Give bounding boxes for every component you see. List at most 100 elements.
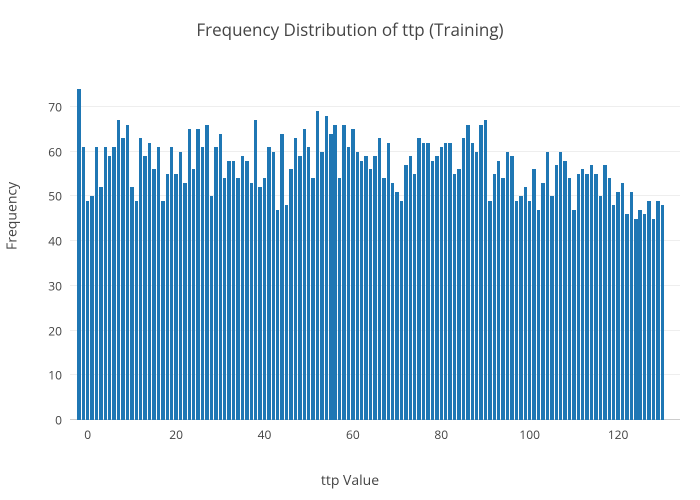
histogram-bar	[112, 147, 115, 420]
histogram-bar	[422, 143, 425, 420]
histogram-bar	[590, 165, 593, 420]
histogram-bar	[108, 156, 111, 420]
histogram-bar	[391, 183, 394, 420]
histogram-bar	[559, 152, 562, 420]
histogram-bar	[360, 161, 363, 420]
histogram-bar	[471, 143, 474, 420]
histogram-bar	[475, 152, 478, 420]
x-axis-label: ttp Value	[0, 471, 700, 490]
histogram-bar	[603, 165, 606, 420]
histogram-bar	[214, 147, 217, 420]
histogram-bar	[638, 210, 641, 420]
histogram-bar	[378, 138, 381, 420]
x-tick-label: 80	[434, 420, 448, 443]
histogram-bar	[245, 161, 248, 420]
histogram-bar	[104, 147, 107, 420]
histogram-bar	[179, 152, 182, 420]
histogram-bar	[280, 134, 283, 420]
histogram-bar	[205, 125, 208, 420]
y-tick-label: 30	[48, 277, 70, 294]
histogram-bar	[285, 205, 288, 420]
histogram-bar	[82, 147, 85, 420]
histogram-bar	[303, 129, 306, 420]
histogram-bar	[329, 134, 332, 420]
histogram-bar	[656, 201, 659, 420]
histogram-bar	[404, 165, 407, 420]
histogram-bar	[524, 187, 527, 420]
histogram-bar	[444, 143, 447, 420]
histogram-bar	[316, 111, 319, 420]
histogram-bar	[152, 169, 155, 420]
histogram-bar	[183, 183, 186, 420]
histogram-bar	[130, 187, 133, 420]
histogram-bar	[311, 178, 314, 420]
histogram-bar	[621, 183, 624, 420]
histogram-bar	[364, 156, 367, 420]
histogram-bar	[86, 201, 89, 420]
histogram-bar	[254, 120, 257, 420]
y-tick-label: 0	[55, 412, 70, 429]
histogram-bar	[532, 169, 535, 420]
histogram-bar	[170, 147, 173, 420]
histogram-bar	[440, 147, 443, 420]
histogram-bar	[497, 161, 500, 420]
histogram-bar	[400, 201, 403, 420]
y-tick-label: 60	[48, 143, 70, 160]
histogram-bar	[232, 161, 235, 420]
histogram-bar	[599, 196, 602, 420]
histogram-bar	[453, 174, 456, 420]
histogram-bar	[192, 169, 195, 420]
histogram-bar	[263, 178, 266, 420]
histogram-bar	[501, 178, 504, 420]
histogram-bar	[267, 147, 270, 420]
histogram-bar	[320, 152, 323, 420]
histogram-bar	[594, 174, 597, 420]
histogram-bar	[431, 161, 434, 420]
histogram-bar	[219, 134, 222, 420]
histogram-bar	[148, 143, 151, 420]
histogram-bar	[342, 125, 345, 420]
histogram-bar	[417, 138, 420, 420]
histogram-bar	[135, 201, 138, 420]
y-tick-label: 40	[48, 233, 70, 250]
histogram-bar	[435, 156, 438, 420]
histogram-bar	[90, 196, 93, 420]
histogram-bar	[479, 125, 482, 420]
histogram-bar	[625, 214, 628, 420]
histogram-bar	[537, 210, 540, 420]
histogram-bar	[581, 169, 584, 420]
histogram-bar	[174, 174, 177, 420]
histogram-bar	[541, 183, 544, 420]
histogram-bar	[196, 129, 199, 420]
histogram-bar	[448, 143, 451, 420]
histogram-bar	[307, 147, 310, 420]
histogram-bar	[298, 156, 301, 420]
histogram-bar	[462, 138, 465, 420]
histogram-bar	[338, 178, 341, 420]
histogram-bar	[661, 205, 664, 420]
histogram-bar	[139, 138, 142, 420]
x-tick-label: 120	[608, 420, 629, 443]
histogram-bar	[347, 147, 350, 420]
histogram-bar	[634, 219, 637, 420]
histogram-bar	[387, 143, 390, 420]
histogram-bar	[652, 219, 655, 420]
histogram-bar	[126, 125, 129, 420]
histogram-bar	[506, 152, 509, 420]
histogram-bar	[95, 147, 98, 420]
histogram-bar	[555, 165, 558, 420]
grid-line	[70, 106, 680, 107]
histogram-bar	[210, 196, 213, 420]
histogram-bar	[157, 147, 160, 420]
histogram-bar	[188, 129, 191, 420]
histogram-bar	[351, 129, 354, 420]
histogram-bar	[258, 187, 261, 420]
histogram-bar	[572, 210, 575, 420]
x-tick-label: 100	[519, 420, 540, 443]
histogram-bar	[577, 174, 580, 420]
histogram-bar	[493, 174, 496, 420]
histogram-bar	[250, 183, 253, 420]
histogram-bar	[382, 178, 385, 420]
histogram-bar	[201, 147, 204, 420]
histogram-bar	[77, 89, 80, 420]
